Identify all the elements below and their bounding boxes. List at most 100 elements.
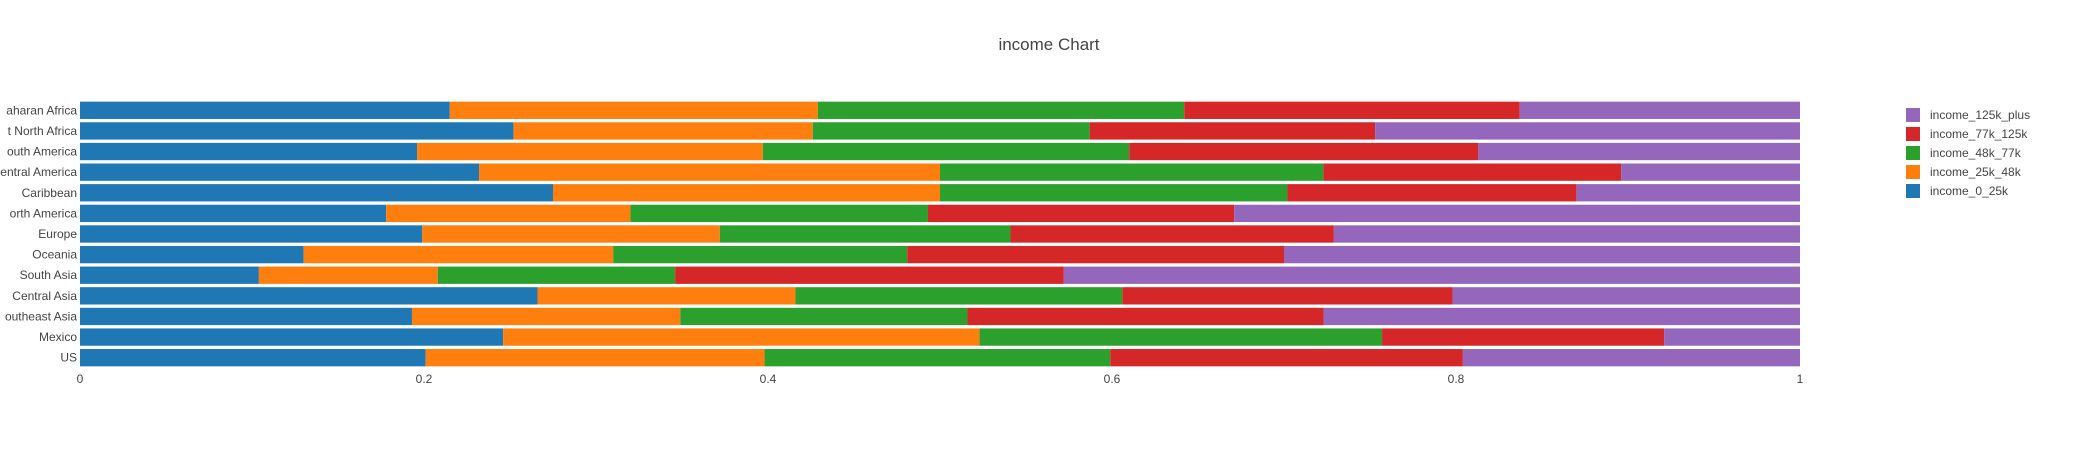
y-tick-label-mexico: Mexico <box>39 330 77 344</box>
bar-south-america-income-77k-125k[interactable] <box>1129 142 1479 161</box>
bar-north-america-income-48k-77k[interactable] <box>630 204 928 223</box>
bar-caribbean-income-0-25k[interactable] <box>80 184 553 202</box>
legend-label-income-125k-plus: income_125k_plus <box>1930 108 2030 122</box>
x-tick-label-0: 0 <box>77 372 84 386</box>
bar-east-north-africa-income-25k-48k[interactable] <box>513 122 813 140</box>
bar-central-asia-income-125k-plus[interactable] <box>1452 287 1800 305</box>
y-tick-label-sub-saharan-africa: aharan Africa <box>6 103 77 117</box>
bar-europe-income-25k-48k[interactable] <box>422 225 720 243</box>
bar-mexico-income-48k-77k[interactable] <box>979 328 1383 346</box>
bar-oceania-income-0-25k[interactable] <box>80 245 304 264</box>
bar-southeast-asia-income-125k-plus[interactable] <box>1323 307 1800 326</box>
y-tick-label-oceania: Oceania <box>32 248 77 262</box>
legend-item-income-25k-48k[interactable]: income_25k_48k <box>1906 165 2022 179</box>
bar-oceania-income-77k-125k[interactable] <box>907 245 1284 264</box>
x-tick-label-0-6: 0.6 <box>1104 372 1121 386</box>
x-tick-label-0-4: 0.4 <box>760 372 777 386</box>
legend: income_125k_plus income_77k_125k income_48… <box>1906 108 2030 198</box>
bar-europe-income-77k-125k[interactable] <box>1010 225 1334 243</box>
y-tick-label-east-north-africa: t North Africa <box>8 124 78 138</box>
bar-south-asia-income-25k-48k[interactable] <box>258 266 438 284</box>
bar-southeast-asia-income-25k-48k[interactable] <box>411 307 681 326</box>
x-tick-label-1: 1 <box>1797 372 1804 386</box>
bar-central-america-income-48k-77k[interactable] <box>940 163 1324 181</box>
bar-southeast-asia-income-0-25k[interactable] <box>80 307 412 326</box>
bar-caribbean-income-125k-plus[interactable] <box>1576 184 1800 202</box>
bar-southeast-asia-income-77k-125k[interactable] <box>967 307 1324 326</box>
bar-central-asia-income-77k-125k[interactable] <box>1122 287 1453 305</box>
bar-east-north-africa-income-125k-plus[interactable] <box>1375 122 1800 140</box>
bar-us-income-77k-125k[interactable] <box>1110 349 1463 367</box>
bar-us-income-0-25k[interactable] <box>80 349 426 367</box>
bar-south-asia-income-77k-125k[interactable] <box>675 266 1064 284</box>
bar-sub-saharan-africa-income-25k-48k[interactable] <box>449 101 818 119</box>
bar-mexico-income-77k-125k[interactable] <box>1382 328 1665 346</box>
legend-label-income-48k-77k: income_48k_77k <box>1930 146 2022 160</box>
bar-caribbean-income-77k-125k[interactable] <box>1287 184 1577 202</box>
bar-us-income-25k-48k[interactable] <box>425 349 765 367</box>
bar-south-asia-income-48k-77k[interactable] <box>437 266 676 284</box>
bar-oceania-income-25k-48k[interactable] <box>303 245 614 264</box>
bar-south-america-income-48k-77k[interactable] <box>762 142 1130 161</box>
y-tick-label-north-america: orth America <box>10 206 78 220</box>
bar-sub-saharan-africa-income-48k-77k[interactable] <box>817 101 1185 119</box>
y-tick-label-europe: Europe <box>38 227 77 241</box>
bar-central-america-income-25k-48k[interactable] <box>479 163 940 181</box>
bar-sub-saharan-africa-income-0-25k[interactable] <box>80 101 450 119</box>
legend-item-income-125k-plus[interactable]: income_125k_plus <box>1906 108 2030 122</box>
y-tick-label-south-america: outh America <box>7 145 77 159</box>
bar-europe-income-48k-77k[interactable] <box>719 225 1011 243</box>
bar-europe-income-0-25k[interactable] <box>80 225 423 243</box>
bar-oceania-income-125k-plus[interactable] <box>1284 245 1800 264</box>
y-tick-label-south-asia: South Asia <box>20 268 78 282</box>
bar-us-income-125k-plus[interactable] <box>1462 349 1800 367</box>
x-tick-label-0-2: 0.2 <box>416 372 433 386</box>
chart-title: income Chart <box>998 35 1099 54</box>
bar-east-north-africa-income-77k-125k[interactable] <box>1089 122 1376 140</box>
legend-item-income-77k-125k[interactable]: income_77k_125k <box>1906 127 2028 141</box>
legend-swatch-income-0-25k <box>1906 184 1920 198</box>
y-tick-label-us: US <box>60 351 77 365</box>
bar-sub-saharan-africa-income-77k-125k[interactable] <box>1184 101 1520 119</box>
bar-mexico-income-0-25k[interactable] <box>80 328 504 346</box>
legend-swatch-income-77k-125k <box>1906 127 1920 141</box>
bar-central-america-income-77k-125k[interactable] <box>1323 163 1622 181</box>
bar-caribbean-income-25k-48k[interactable] <box>553 184 940 202</box>
bar-central-asia-income-0-25k[interactable] <box>80 287 538 305</box>
bar-central-america-income-125k-plus[interactable] <box>1621 163 1800 181</box>
legend-item-income-48k-77k[interactable]: income_48k_77k <box>1906 146 2022 160</box>
bar-southeast-asia-income-48k-77k[interactable] <box>680 307 968 326</box>
bar-central-asia-income-25k-48k[interactable] <box>537 287 796 305</box>
bar-oceania-income-48k-77k[interactable] <box>613 245 908 264</box>
bar-south-america-income-0-25k[interactable] <box>80 142 418 161</box>
bar-mexico-income-125k-plus[interactable] <box>1664 328 1800 346</box>
bar-east-north-africa-income-48k-77k[interactable] <box>812 122 1090 140</box>
bar-central-asia-income-48k-77k[interactable] <box>795 287 1123 305</box>
legend-item-income-0-25k[interactable]: income_0_25k <box>1906 184 2009 198</box>
bar-south-asia-income-125k-plus[interactable] <box>1063 266 1800 284</box>
bar-south-asia-income-0-25k[interactable] <box>80 266 259 284</box>
plot-area <box>80 101 1800 367</box>
legend-swatch-income-125k-plus <box>1906 108 1920 122</box>
bar-europe-income-125k-plus[interactable] <box>1333 225 1800 243</box>
bar-mexico-income-25k-48k[interactable] <box>503 328 980 346</box>
y-tick-label-central-asia: Central Asia <box>12 289 77 303</box>
bar-south-america-income-25k-48k[interactable] <box>417 142 763 161</box>
bar-sub-saharan-africa-income-125k-plus[interactable] <box>1519 101 1800 119</box>
bar-us-income-48k-77k[interactable] <box>764 349 1111 367</box>
bar-north-america-income-0-25k[interactable] <box>80 204 387 223</box>
bar-east-north-africa-income-0-25k[interactable] <box>80 122 514 140</box>
bar-south-america-income-125k-plus[interactable] <box>1478 142 1800 161</box>
y-tick-label-caribbean: Caribbean <box>22 186 77 200</box>
legend-swatch-income-25k-48k <box>1906 165 1920 179</box>
y-axis: US Mexico outheast Asia Central Asia South A… <box>0 103 77 364</box>
bar-north-america-income-25k-48k[interactable] <box>386 204 631 223</box>
bar-north-america-income-77k-125k[interactable] <box>927 204 1235 223</box>
legend-label-income-77k-125k: income_77k_125k <box>1930 127 2028 141</box>
x-axis: 0 0.2 0.4 0.6 0.8 1 <box>77 372 1804 386</box>
bar-north-america-income-125k-plus[interactable] <box>1234 204 1800 223</box>
y-tick-label-southeast-asia: outheast Asia <box>5 309 77 323</box>
bar-central-america-income-0-25k[interactable] <box>80 163 480 181</box>
bar-caribbean-income-48k-77k[interactable] <box>940 184 1288 202</box>
